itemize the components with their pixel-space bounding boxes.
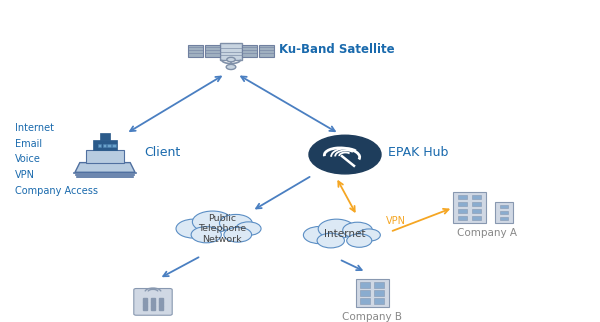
Bar xyxy=(360,290,370,296)
Bar xyxy=(112,144,116,147)
Text: Client: Client xyxy=(144,147,180,159)
Bar xyxy=(472,209,481,213)
Text: Company B: Company B xyxy=(342,312,402,322)
Circle shape xyxy=(176,219,211,238)
Circle shape xyxy=(309,135,381,174)
FancyBboxPatch shape xyxy=(100,133,110,140)
Bar xyxy=(458,202,467,206)
Text: EPAK Hub: EPAK Hub xyxy=(388,147,449,159)
Bar xyxy=(360,298,370,304)
FancyBboxPatch shape xyxy=(259,45,274,57)
Bar xyxy=(458,216,467,221)
Circle shape xyxy=(193,211,233,233)
Bar xyxy=(374,282,384,288)
Circle shape xyxy=(343,222,373,238)
Circle shape xyxy=(304,226,335,244)
FancyBboxPatch shape xyxy=(134,289,172,315)
Bar xyxy=(98,144,101,147)
Bar xyxy=(472,202,481,206)
Bar xyxy=(472,216,481,221)
FancyBboxPatch shape xyxy=(93,140,117,150)
Bar xyxy=(458,209,467,213)
Text: Public
Telephone
Network: Public Telephone Network xyxy=(198,214,246,243)
Circle shape xyxy=(224,227,251,242)
FancyBboxPatch shape xyxy=(495,202,513,223)
Text: VPN: VPN xyxy=(386,215,406,226)
Text: Internet: Internet xyxy=(324,229,366,240)
FancyBboxPatch shape xyxy=(453,193,486,223)
Text: Company A: Company A xyxy=(457,228,517,239)
Bar xyxy=(360,282,370,288)
FancyBboxPatch shape xyxy=(188,45,203,57)
FancyBboxPatch shape xyxy=(86,150,124,163)
Circle shape xyxy=(317,233,344,248)
Text: Internet
Email
Voice
VPN
Company Access: Internet Email Voice VPN Company Access xyxy=(15,123,98,195)
Circle shape xyxy=(318,219,355,239)
FancyBboxPatch shape xyxy=(355,279,389,307)
Bar xyxy=(500,205,508,208)
FancyBboxPatch shape xyxy=(220,43,242,60)
Bar xyxy=(500,217,508,221)
Bar xyxy=(103,144,106,147)
Bar xyxy=(458,195,467,199)
Polygon shape xyxy=(75,163,135,172)
Text: Ku-Band Satellite: Ku-Band Satellite xyxy=(279,43,395,56)
FancyBboxPatch shape xyxy=(205,45,220,57)
FancyBboxPatch shape xyxy=(242,45,257,57)
Circle shape xyxy=(236,222,261,235)
Bar xyxy=(107,144,111,147)
Circle shape xyxy=(358,229,380,241)
Circle shape xyxy=(347,234,372,247)
Circle shape xyxy=(227,57,235,62)
Bar xyxy=(472,195,481,199)
Circle shape xyxy=(226,64,236,70)
Circle shape xyxy=(191,227,221,243)
Bar xyxy=(374,290,384,296)
Bar xyxy=(374,298,384,304)
Circle shape xyxy=(220,214,252,232)
Bar xyxy=(500,211,508,214)
